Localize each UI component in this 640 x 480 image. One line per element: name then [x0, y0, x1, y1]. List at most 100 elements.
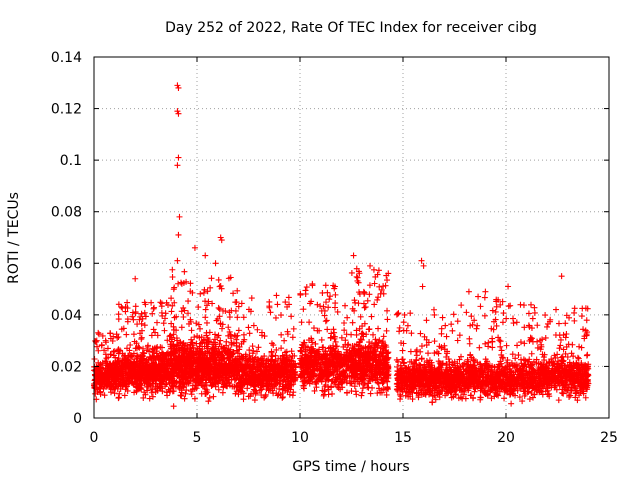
- data-point: [202, 306, 209, 313]
- data-point: [217, 282, 224, 289]
- data-point: [197, 325, 204, 332]
- data-point: [413, 352, 420, 359]
- data-point: [285, 294, 292, 301]
- data-point: [121, 353, 128, 360]
- data-point: [302, 287, 309, 294]
- data-point: [146, 366, 153, 373]
- data-point: [297, 291, 304, 298]
- data-point: [509, 315, 516, 322]
- data-point: [141, 389, 148, 396]
- data-point: [401, 311, 408, 318]
- data-point: [95, 347, 102, 354]
- data-point: [170, 403, 177, 410]
- data-point: [130, 350, 137, 357]
- data-point: [131, 371, 138, 378]
- data-point: [142, 391, 149, 398]
- data-point: [134, 321, 141, 328]
- data-point: [94, 343, 101, 350]
- data-point: [525, 310, 532, 317]
- data-point: [254, 326, 261, 333]
- data-point: [150, 349, 157, 356]
- data-point: [152, 329, 159, 336]
- data-point: [169, 274, 176, 281]
- data-point: [208, 275, 215, 282]
- data-point: [404, 322, 411, 329]
- data-point: [431, 350, 438, 357]
- data-point: [152, 363, 159, 370]
- data-point: [160, 372, 167, 379]
- data-point: [303, 284, 310, 291]
- data-point: [367, 390, 374, 397]
- data-point: [205, 398, 212, 405]
- data-point: [96, 380, 103, 387]
- data-point: [250, 322, 257, 329]
- data-point: [173, 313, 180, 320]
- data-point: [454, 337, 461, 344]
- data-point: [341, 320, 348, 327]
- data-point: [361, 304, 368, 311]
- data-point: [181, 395, 188, 402]
- data-point: [150, 326, 157, 333]
- data-point: [210, 393, 217, 400]
- data-point: [124, 387, 131, 394]
- data-point: [529, 315, 536, 322]
- data-point: [438, 325, 445, 332]
- data-point: [163, 381, 170, 388]
- data-point: [111, 367, 118, 374]
- data-point: [217, 337, 224, 344]
- data-point: [353, 391, 360, 398]
- data-point: [206, 394, 213, 401]
- data-point: [146, 395, 153, 402]
- data-point: [481, 312, 488, 319]
- data-point: [178, 324, 185, 331]
- data-point: [215, 304, 222, 311]
- data-point: [157, 299, 164, 306]
- data-point: [500, 310, 507, 317]
- data-point: [137, 364, 144, 371]
- data-point: [138, 336, 145, 343]
- data-point: [380, 333, 387, 340]
- data-point: [327, 334, 334, 341]
- data-point: [187, 280, 194, 287]
- data-point: [499, 319, 506, 326]
- data-point: [153, 319, 160, 326]
- data-point: [93, 337, 100, 344]
- data-point: [162, 352, 169, 359]
- data-point: [454, 318, 461, 325]
- data-point: [431, 338, 438, 345]
- data-point: [272, 314, 279, 321]
- data-point: [423, 317, 430, 324]
- data-point: [133, 345, 140, 352]
- data-point: [526, 396, 533, 403]
- data-point: [407, 348, 414, 355]
- data-point: [206, 329, 213, 336]
- data-point: [396, 328, 403, 335]
- data-point: [142, 313, 149, 320]
- data-point: [136, 316, 143, 323]
- data-point: [150, 372, 157, 379]
- data-point: [384, 316, 391, 323]
- data-point: [418, 343, 425, 350]
- data-point: [140, 394, 147, 401]
- data-point: [122, 362, 129, 369]
- data-point: [384, 277, 391, 284]
- data-point: [164, 337, 171, 344]
- data-point: [368, 313, 375, 320]
- data-point: [142, 363, 149, 370]
- data-point: [115, 395, 122, 402]
- data-point: [349, 319, 356, 326]
- data-point: [154, 367, 161, 374]
- data-point: [498, 347, 505, 354]
- data-point: [158, 303, 165, 310]
- data-markers: [91, 82, 592, 410]
- data-point: [235, 327, 242, 334]
- data-point: [384, 307, 391, 314]
- data-point: [517, 339, 524, 346]
- data-point: [146, 381, 153, 388]
- data-point: [128, 367, 135, 374]
- data-point: [246, 347, 253, 354]
- data-point: [521, 340, 528, 347]
- data-point: [181, 268, 188, 275]
- data-point: [290, 325, 297, 332]
